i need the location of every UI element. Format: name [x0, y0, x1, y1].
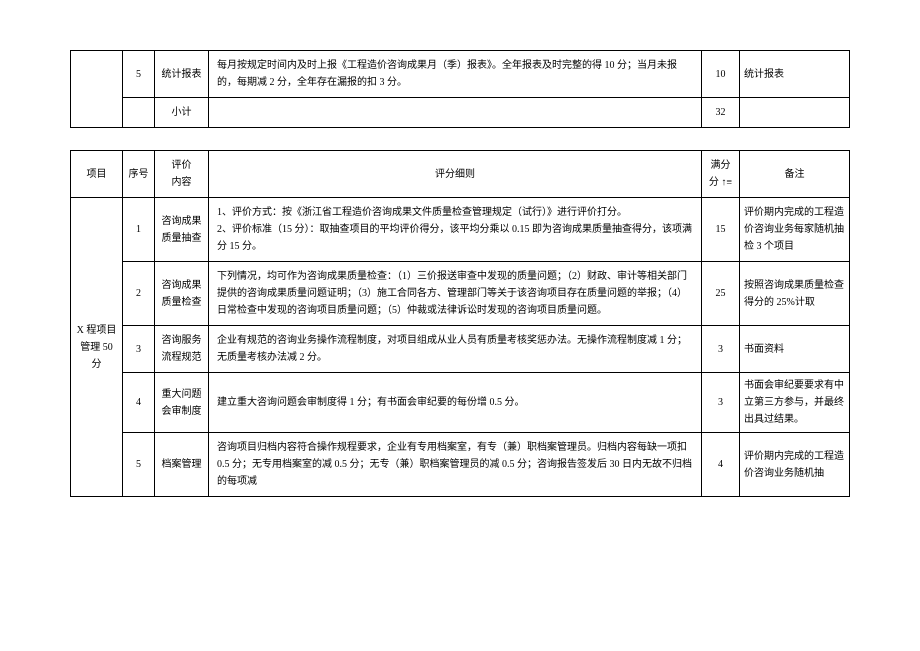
row-score: 3 [702, 326, 740, 373]
proj-cell: X 程项目管理 50分 [71, 198, 123, 497]
row-num: 5 [123, 433, 155, 497]
row-note: 书面会审纪要要求有中立第三方参与，并最终出具过结果。 [740, 373, 850, 433]
header-proj: 项目 [71, 151, 123, 198]
header-rule: 评分细则 [209, 151, 702, 198]
proj-label: X 程项目管理 50分 [77, 325, 117, 370]
row-rule: 1、评价方式：按《浙江省工程造价咨询成果文件质量检查管理规定（试行）》进行评价打… [209, 198, 702, 262]
row-rule: 咨询项目归档内容符合操作规程要求，企业有专用档案室，有专（兼）职档案管理员。归档… [209, 433, 702, 497]
row-score: 15 [702, 198, 740, 262]
table-row: 5 档案管理 咨询项目归档内容符合操作规程要求，企业有专用档案室，有专（兼）职档… [71, 433, 850, 497]
row-score: 25 [702, 262, 740, 326]
row-num: 3 [123, 326, 155, 373]
row-eval: 咨询服务流程规范 [155, 326, 209, 373]
row-note: 统计报表 [740, 51, 850, 98]
table-lower: 项目 序号 评价内容 评分细则 满分分 ↑≡ 备注 X 程项目管理 50分 1 … [70, 150, 850, 497]
row-note: 评价期内完成的工程造价咨询业务随机抽 [740, 433, 850, 497]
row-eval: 咨询成果质量抽查 [155, 198, 209, 262]
table-row: 小计 32 [71, 98, 850, 128]
row-note: 书面资料 [740, 326, 850, 373]
row-score: 4 [702, 433, 740, 497]
sort-icon: ↑≡ [721, 178, 732, 188]
row-score: 3 [702, 373, 740, 433]
row-num: 4 [123, 373, 155, 433]
row-score: 32 [702, 98, 740, 128]
table-row: 3 咨询服务流程规范 企业有规范的咨询业务操作流程制度，对项目组成从业人员有质量… [71, 326, 850, 373]
table-row: 5 统计报表 每月按规定时间内及时上报《工程造价咨询成果月（季）报表》。全年报表… [71, 51, 850, 98]
table-row: 2 咨询成果质量检查 下列情况，均可作为咨询成果质量检查：（1）三价报送审查中发… [71, 262, 850, 326]
table-upper: 5 统计报表 每月按规定时间内及时上报《工程造价咨询成果月（季）报表》。全年报表… [70, 50, 850, 128]
row-rule: 建立重大咨询问题会审制度得 1 分；有书面会审纪要的每份增 0.5 分。 [209, 373, 702, 433]
header-score: 满分分 ↑≡ [702, 151, 740, 198]
header-num: 序号 [123, 151, 155, 198]
row-num: 5 [123, 51, 155, 98]
table-row: 4 重大问题会审制度 建立重大咨询问题会审制度得 1 分；有书面会审纪要的每份增… [71, 373, 850, 433]
header-eval-text: 评价内容 [172, 160, 192, 188]
table-header-row: 项目 序号 评价内容 评分细则 满分分 ↑≡ 备注 [71, 151, 850, 198]
row-num: 2 [123, 262, 155, 326]
table-row: X 程项目管理 50分 1 咨询成果质量抽查 1、评价方式：按《浙江省工程造价咨… [71, 198, 850, 262]
row-eval: 咨询成果质量检查 [155, 262, 209, 326]
row-eval: 重大问题会审制度 [155, 373, 209, 433]
row-num: 1 [123, 198, 155, 262]
row-eval: 小计 [155, 98, 209, 128]
row-eval: 统计报表 [155, 51, 209, 98]
row-rule [209, 98, 702, 128]
proj-cell-empty [71, 51, 123, 128]
row-rule: 企业有规范的咨询业务操作流程制度，对项目组成从业人员有质量考核奖惩办法。无操作流… [209, 326, 702, 373]
row-note: 评价期内完成的工程造价咨询业务每家随机抽检 3 个项目 [740, 198, 850, 262]
row-num [123, 98, 155, 128]
row-eval: 档案管理 [155, 433, 209, 497]
row-rule: 每月按规定时间内及时上报《工程造价咨询成果月（季）报表》。全年报表及时完整的得 … [209, 51, 702, 98]
header-eval: 评价内容 [155, 151, 209, 198]
header-note: 备注 [740, 151, 850, 198]
row-score: 10 [702, 51, 740, 98]
row-note: 按照咨询成果质量检查得分的 25%计取 [740, 262, 850, 326]
row-note [740, 98, 850, 128]
row-rule: 下列情况，均可作为咨询成果质量检查：（1）三价报送审查中发现的质量问题；（2）财… [209, 262, 702, 326]
